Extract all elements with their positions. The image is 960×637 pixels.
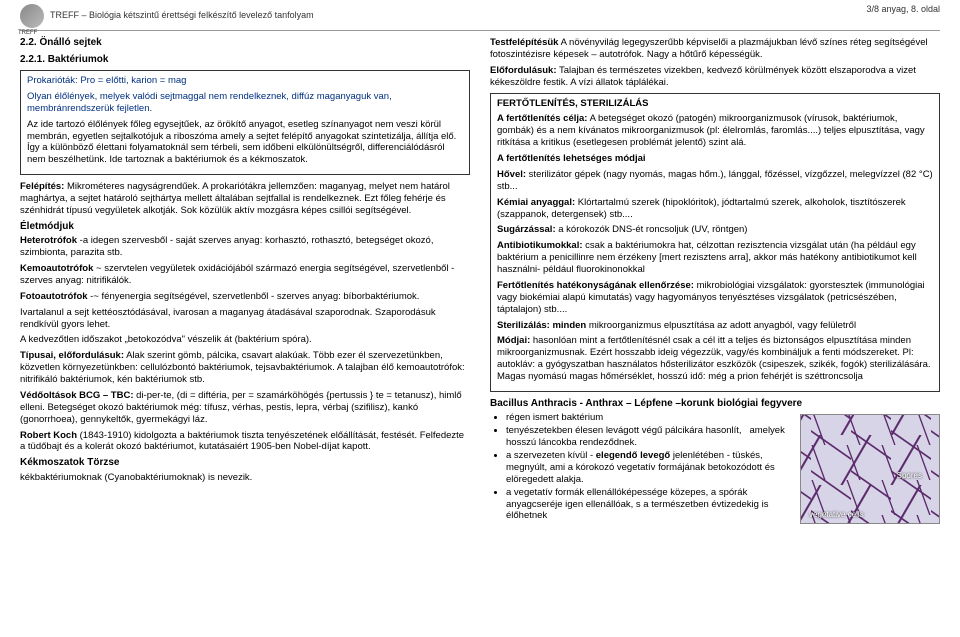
anthrax-micrograph-image: Spores vegetative cells	[800, 414, 940, 524]
eletmod-foto: Fotoautotrófok -~ fényenergia segítségév…	[20, 291, 470, 303]
fertotlenites-box: FERTŐTLENÍTÉS, STERILIZÁLÁS A fertőtlení…	[490, 93, 940, 392]
eletmod-hetero: Heterotrófok -a idegen szervesből - sajá…	[20, 235, 470, 259]
kekmoszatok-text: kékbaktériumoknak (Cyanobaktériumoknak) …	[20, 472, 470, 484]
section-2-2-1-heading: 2.2.1. Baktériumok	[20, 54, 470, 67]
box2-celja: A fertőtlenítés célja: A betegséget okoz…	[497, 113, 933, 149]
section-2-2-heading: 2.2. Önálló sejtek	[20, 37, 470, 50]
header-left: TREFF – Biológia kétszintű érettségi fel…	[20, 4, 314, 28]
vedooltasok-paragraph: Védőoltások BCG – TBC: di-per-te, (di = …	[20, 390, 470, 426]
box-blue-line-2: Olyan élőlények, melyek valódi sejtmagga…	[27, 91, 463, 115]
felepites-text: Mikrométeres nagyságrendűek. A prokariót…	[20, 181, 450, 216]
eletmod-heading: Életmódjuk	[20, 221, 470, 234]
content-columns: 2.2. Önálló sejtek 2.2.1. Baktériumok Pr…	[0, 37, 960, 528]
tipusai-paragraph: Típusai, előfordulásuk: Alak szerint göm…	[20, 350, 470, 386]
felepites-label: Felépítés:	[20, 181, 64, 192]
robert-koch-paragraph: Robert Koch (1843-1910) kidolgozta a bak…	[20, 430, 470, 454]
image-label-spores: Spores	[895, 470, 924, 482]
left-column: 2.2. Önálló sejtek 2.2.1. Baktériumok Pr…	[20, 37, 470, 528]
header-page-indicator: 3/8 anyag, 8. oldal	[866, 4, 940, 15]
box-blue-line-1: Prokarióták: Pro = előtti, karion = mag	[27, 75, 463, 87]
image-label-vegetative: vegetative cells	[807, 509, 866, 521]
header-divider	[20, 30, 940, 31]
box2-hovel: Hővel: sterilizátor gépek (nagy nyomás, …	[497, 169, 933, 193]
prokariota-box: Prokarióták: Pro = előtti, karion = mag …	[20, 70, 470, 175]
anthrax-content: Spores vegetative cells régen ismert bak…	[490, 412, 940, 522]
felepites-paragraph: Felépítés: Mikrométeres nagyságrendűek. …	[20, 181, 470, 217]
box2-sterilizalas: Sterilizálás: minden mikroorganizmus elp…	[497, 320, 933, 332]
eletmod-kemo: Kemoautotrófok ~ szervtelen vegyületek o…	[20, 263, 470, 287]
anthrax-heading: Bacillus Anthracis - Anthrax – Lépfene –…	[490, 398, 940, 411]
box2-kemiai: Kémiai anyaggal: Klórtartalmú szerek (hi…	[497, 197, 933, 221]
box2-ellenorzes: Fertőtlenítés hatékonyságának ellenőrzés…	[497, 280, 933, 316]
elofordulasuk-paragraph: Előfordulásuk: Talajban és természetes v…	[490, 65, 940, 89]
header-title: TREFF – Biológia kétszintű érettségi fel…	[50, 10, 314, 21]
box2-antibiotikum: Antibiotikumokkal: csak a baktériumokra …	[497, 240, 933, 276]
kekmoszatok-heading: Kékmoszatok Törzse	[20, 457, 470, 470]
page-header: TREFF – Biológia kétszintű érettségi fel…	[0, 0, 960, 30]
box2-modjai-heading: A fertőtlenítés lehetséges módjai	[497, 153, 933, 165]
box2-heading: FERTŐTLENÍTÉS, STERILIZÁLÁS	[497, 98, 933, 110]
treff-logo-icon	[20, 4, 44, 28]
box2-steril-modjai: Módjai: hasonlóan mint a fertőtlenítésné…	[497, 335, 933, 383]
ivartalan-text: Ivartalanul a sejt kettéosztódásával, iv…	[20, 307, 470, 331]
box2-sugarzas: Sugárzással: a kórokozók DNS-ét roncsolj…	[497, 224, 933, 236]
right-column: Testfelépítésük A növényvilág legegyszer…	[490, 37, 940, 528]
testfelepites-paragraph: Testfelépítésük A növényvilág legegyszer…	[490, 37, 940, 61]
kedvezotlen-text: A kedvezőtlen időszakot „betokozódva" vé…	[20, 334, 470, 346]
box-black-text: Az ide tartozó élőlények főleg egysejtűe…	[27, 119, 463, 167]
